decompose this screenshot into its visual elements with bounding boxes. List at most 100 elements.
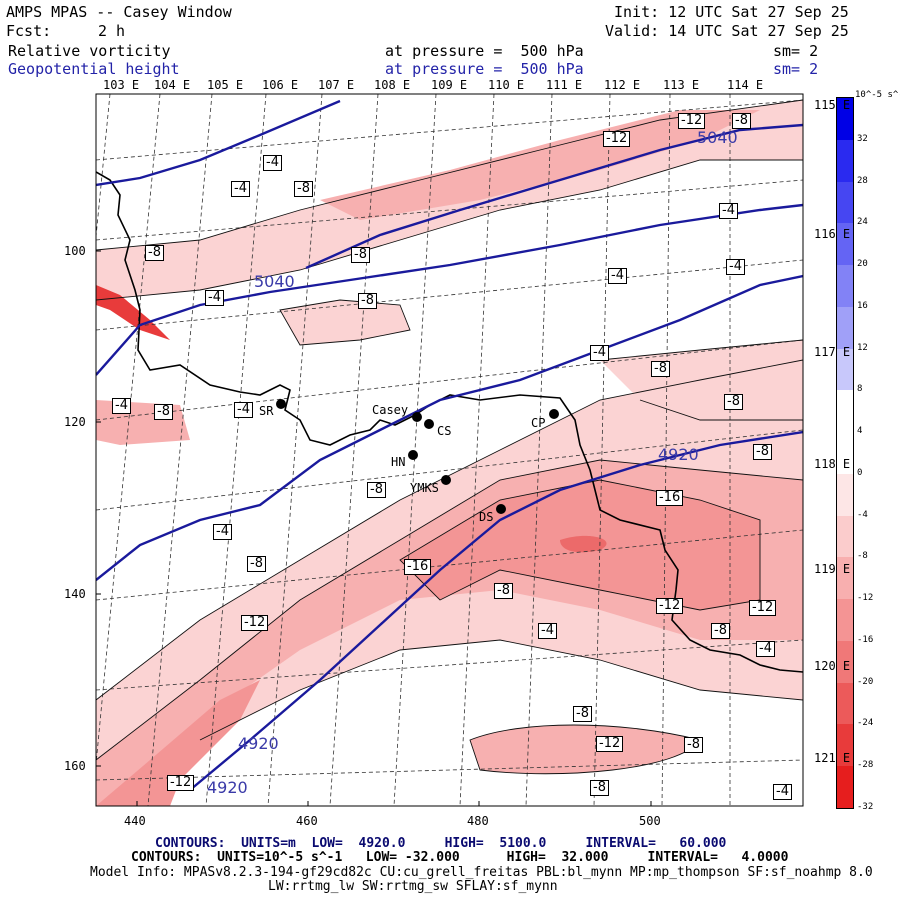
height-label: 4920 <box>238 734 279 753</box>
lon-label: 107 E <box>318 78 355 92</box>
contour-label: -4 <box>234 402 253 418</box>
colorbar-label: 8 <box>857 384 863 395</box>
station-label: HN <box>391 455 406 469</box>
colorbar-label: -32 <box>857 802 874 812</box>
station-dot <box>412 412 422 422</box>
contour-label: -8 <box>367 482 386 498</box>
lon-label: 108 E <box>374 78 411 92</box>
vorticity-band <box>96 400 190 445</box>
contour-label: -8 <box>651 361 670 377</box>
contour-label: -12 <box>678 113 706 129</box>
colorbar-label: 0 <box>857 467 863 478</box>
y-tick-label: 100 <box>64 244 86 258</box>
lon-right-label: 115 E <box>814 98 851 112</box>
lon-label: 104 E <box>154 78 191 92</box>
field2-name: Geopotential height <box>8 60 180 78</box>
x-tick-label: 480 <box>467 814 489 828</box>
colorbar-label: 32 <box>857 133 868 144</box>
station-dot <box>276 399 286 409</box>
colorbar-swatch <box>837 348 853 391</box>
contour-label: -8 <box>732 113 751 129</box>
colorbar <box>836 97 854 809</box>
contour-label: -12 <box>603 131 631 147</box>
lon-right-label: 119 E <box>814 562 851 576</box>
contour-label: -12 <box>241 615 269 631</box>
contour-label: -8 <box>247 556 266 572</box>
contour-label: -16 <box>656 490 684 506</box>
contour-label: -4 <box>590 345 609 361</box>
contour-label: -12 <box>749 600 777 616</box>
colorbar-label: -12 <box>857 593 874 604</box>
colorbar-swatch <box>837 432 853 474</box>
colorbar-swatch <box>837 515 853 558</box>
contour-label: -8 <box>573 706 592 722</box>
lon-right-label: 117 E <box>814 345 851 359</box>
colorbar-label: -20 <box>857 676 874 687</box>
y-tick-label: 160 <box>64 759 86 773</box>
colorbar-label: -28 <box>857 760 874 771</box>
map-title: AMPS MPAS -- Casey Window <box>6 3 232 21</box>
colorbar-label: 16 <box>857 300 868 311</box>
lon-right-label: 118 E <box>814 457 851 471</box>
colorbar-label: -24 <box>857 718 874 729</box>
field1-pressure: at pressure = 500 hPa <box>385 42 584 60</box>
contour-label: -8 <box>494 583 513 599</box>
station-label: CS <box>437 424 452 438</box>
lon-label: 106 E <box>262 78 299 92</box>
coastline <box>96 171 803 673</box>
station-dot <box>549 409 559 419</box>
station-label: YMKS <box>410 481 439 495</box>
x-tick-label: 500 <box>639 814 661 828</box>
colorbar-label: -16 <box>857 634 874 645</box>
station-dot <box>496 504 506 514</box>
colorbar-label: -4 <box>857 509 868 520</box>
contour-label: -8 <box>358 293 377 309</box>
footer-height-contours: CONTOURS: UNITS=m LOW= 4920.0 HIGH= 5100… <box>155 836 727 851</box>
lon-label: 111 E <box>546 78 583 92</box>
colorbar-label: 12 <box>857 342 868 353</box>
contour-label: -4 <box>213 524 232 540</box>
station-label: Casey <box>372 403 409 417</box>
contour-label: -8 <box>753 444 772 460</box>
colorbar-swatch <box>837 473 853 516</box>
footer-physics: LW:rrtmg_lw SW:rrtmg_sw SFLAY:sf_mynn <box>268 879 558 894</box>
colorbar-swatch <box>837 390 853 433</box>
forecast-value: 2 h <box>98 22 126 40</box>
field2-smoothing: sm= 2 <box>773 60 819 78</box>
colorbar-swatch <box>837 599 853 641</box>
lon-right-label: 120 E <box>814 659 851 673</box>
contour-label: -4 <box>608 268 627 284</box>
forecast-label: Fcst: <box>6 22 52 40</box>
contour-label: -8 <box>145 245 164 261</box>
colorbar-units: 10^-5 s^-1 <box>855 90 900 100</box>
contour-label: -12 <box>167 775 195 791</box>
contour-label: -12 <box>596 736 624 752</box>
footer-model-info: Model Info: MPASv8.2.3-194-gf29cd82c CU:… <box>90 865 873 880</box>
contour-label: -4 <box>231 181 250 197</box>
init-time: Init: 12 UTC Sat 27 Sep 25 <box>614 3 849 21</box>
footer-vorticity-contours: CONTOURS: UNITS=10^-5 s^-1 LOW= -32.000 … <box>131 850 789 865</box>
contour-label: -4 <box>205 290 224 306</box>
lon-label: 105 E <box>207 78 244 92</box>
y-tick-label: 120 <box>64 415 86 429</box>
colorbar-swatch <box>837 265 853 307</box>
lon-label: 113 E <box>663 78 700 92</box>
colorbar-swatch <box>837 682 853 725</box>
colorbar-label: 28 <box>857 175 868 186</box>
station-dot <box>408 450 418 460</box>
height-label: 5040 <box>254 272 295 291</box>
contour-label: -4 <box>726 259 745 275</box>
contour-label: -8 <box>684 737 703 753</box>
field1-name: Relative vorticity <box>8 42 171 60</box>
contour-label: -12 <box>656 598 684 614</box>
colorbar-swatch <box>837 98 853 140</box>
height-label: 5040 <box>697 128 738 147</box>
lon-right-label: 121 E <box>814 751 851 765</box>
colorbar-label: 24 <box>857 217 868 228</box>
field1-smoothing: sm= 2 <box>773 42 819 60</box>
station-label: SR <box>259 404 274 418</box>
contour-label: -4 <box>719 203 738 219</box>
station-label: DS <box>479 510 494 524</box>
contour-label: -4 <box>773 784 792 800</box>
lon-label: 110 E <box>488 78 525 92</box>
